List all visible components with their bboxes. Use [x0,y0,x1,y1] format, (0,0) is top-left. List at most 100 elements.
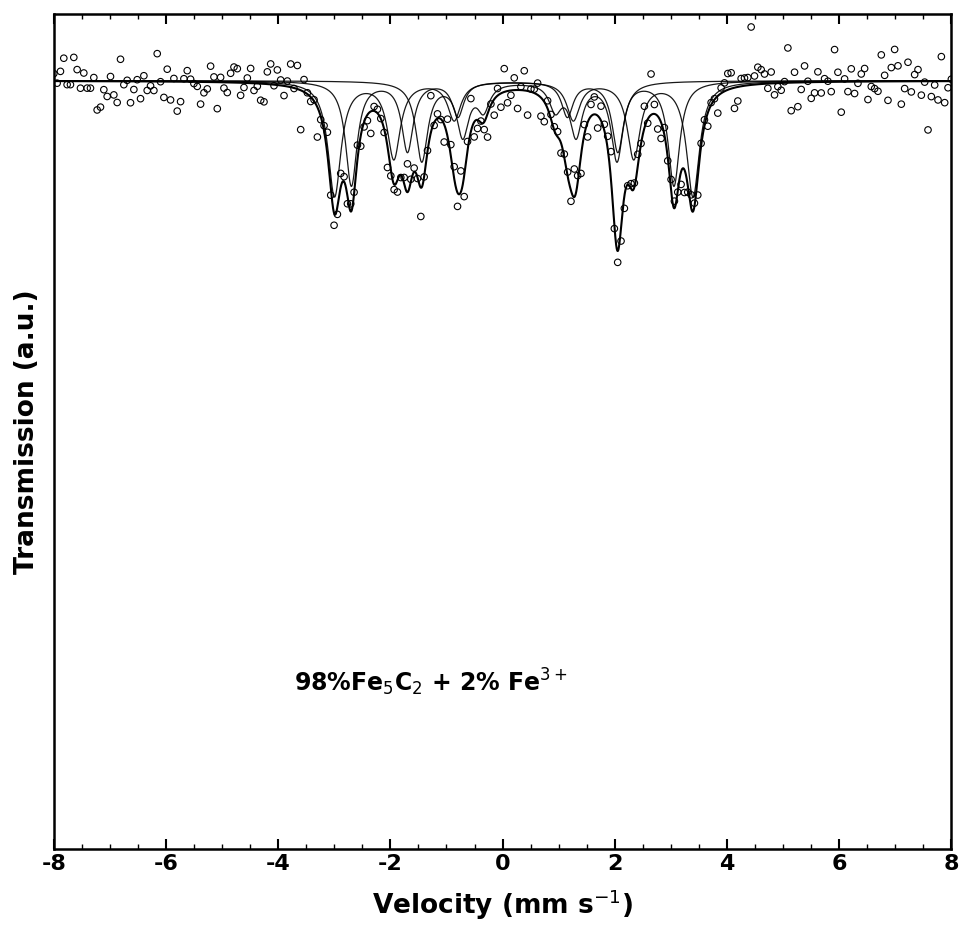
Point [396,170,412,185]
Point [937,95,953,110]
Point [160,62,175,77]
Point [807,85,822,100]
Point [466,129,482,144]
Point [59,77,75,92]
X-axis label: Velocity (mm s$^{-1}$): Velocity (mm s$^{-1}$) [372,887,633,922]
Point [349,138,365,153]
Point [356,120,372,135]
Point [272,72,288,87]
Point [723,66,739,80]
Point [69,62,85,77]
Point [386,183,402,197]
Point [706,91,722,106]
Point [173,95,189,110]
Point [103,69,119,84]
Point [850,76,866,91]
Point [897,81,913,96]
Point [253,93,269,108]
Point [260,65,275,80]
Point [577,117,593,132]
Y-axis label: Transmission (a.u.): Transmission (a.u.) [14,289,40,574]
Point [293,123,308,138]
Point [700,119,715,134]
Point [776,74,792,89]
Point [904,84,919,99]
Point [156,90,171,105]
Point [764,65,779,80]
Point [653,131,668,146]
Point [500,95,516,110]
Point [283,56,299,71]
Point [309,129,325,144]
Point [489,81,505,96]
Point [823,84,839,99]
Point [570,168,586,183]
Point [636,99,652,114]
Point [703,95,719,110]
Point [246,83,262,98]
Point [342,197,358,212]
Point [827,42,843,57]
Point [477,122,492,137]
Point [613,233,629,248]
Point [493,100,509,115]
Point [366,99,381,114]
Point [550,124,565,139]
Point [624,176,639,191]
Point [893,96,909,111]
Point [627,176,642,191]
Point [162,93,178,108]
Point [270,63,285,78]
Point [276,88,292,103]
Point [660,154,675,168]
Point [830,65,846,80]
Point [673,177,689,192]
Point [559,165,575,180]
Point [230,61,245,76]
Point [797,58,812,73]
Point [610,255,626,270]
Point [120,73,135,88]
Point [113,51,128,66]
Point [267,79,282,94]
Text: 98%Fe$_5$C$_2$ + 2% Fe$^{3+}$: 98%Fe$_5$C$_2$ + 2% Fe$^{3+}$ [294,666,567,697]
Point [886,42,902,57]
Point [907,67,922,82]
Point [484,96,499,111]
Point [853,66,869,81]
Point [143,79,159,94]
Point [419,143,435,158]
Point [540,94,556,109]
Point [470,121,486,136]
Point [580,129,595,144]
Point [150,46,165,61]
Point [710,106,726,121]
Point [76,66,91,80]
Point [727,101,742,116]
Point [750,60,766,75]
Point [239,70,255,85]
Point [503,88,519,103]
Point [800,74,815,89]
Point [683,187,699,202]
Point [323,188,339,203]
Point [533,109,549,124]
Point [136,68,152,83]
Point [737,70,752,85]
Point [486,108,502,123]
Point [713,80,729,95]
Point [667,194,682,209]
Point [520,108,535,123]
Point [313,112,329,127]
Point [900,55,916,70]
Point [596,117,612,132]
Point [373,111,388,126]
Point [116,77,131,92]
Point [256,95,271,110]
Point [594,98,609,113]
Point [670,184,686,199]
Point [123,95,138,110]
Point [249,79,265,94]
Point [820,74,836,89]
Point [179,63,195,78]
